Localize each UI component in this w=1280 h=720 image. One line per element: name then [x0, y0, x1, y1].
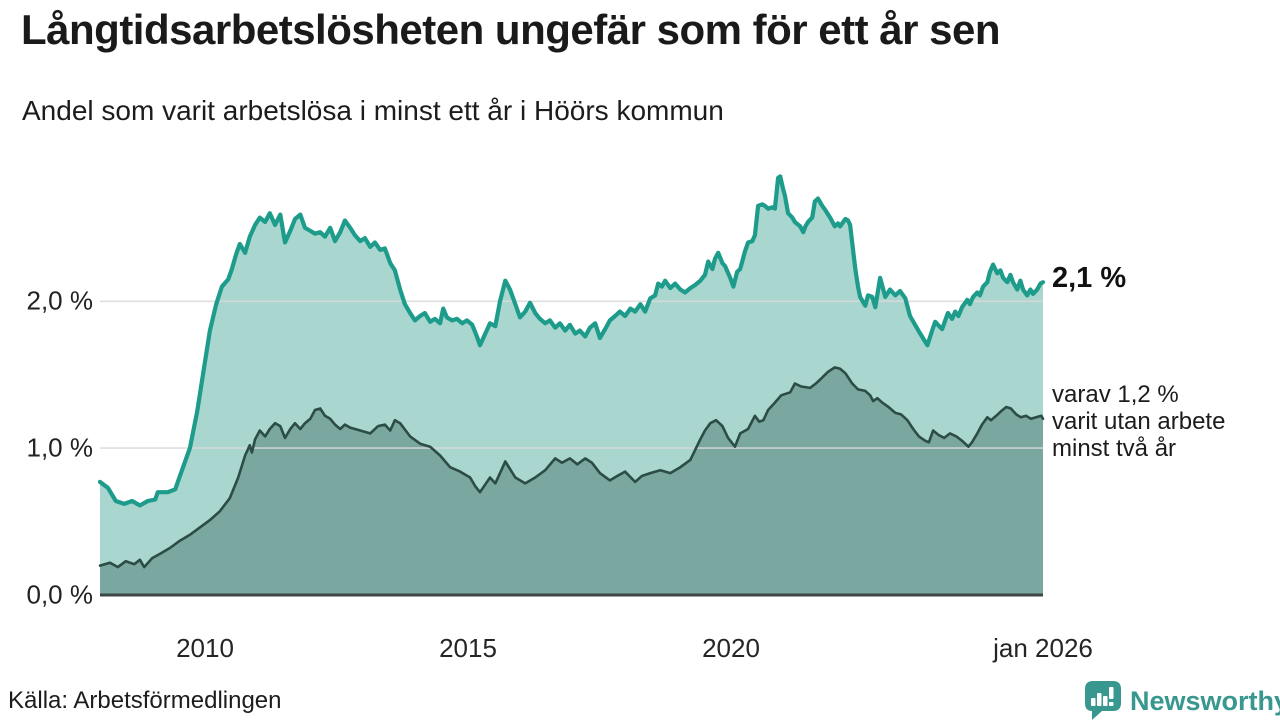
y-tick-label: 2,0 %	[26, 285, 94, 316]
latest-value-label: 2,1 %	[1052, 262, 1127, 294]
two-year-annotation-line: varit utan arbete	[1052, 408, 1226, 435]
newsworthy-branding: Newsworthy	[1084, 680, 1280, 720]
two-year-line	[98, 366, 1045, 569]
two-year-annotation-line: varav 1,2 %	[1052, 381, 1179, 408]
total-line	[97, 174, 1046, 508]
page-subtitle: Andel som varit arbetslösa i minst ett å…	[22, 95, 724, 126]
two-year-area-fill	[100, 367, 1043, 595]
x-tick-label: jan 2026	[993, 633, 1093, 663]
source-credit: Källa: Arbetsförmedlingen	[8, 687, 282, 714]
two-year-annotation-line: minst två år	[1052, 435, 1177, 462]
y-tick-label: 1,0 %	[26, 432, 94, 463]
y-tick-label: 0,0 %	[26, 579, 94, 610]
x-tick-label: 2015	[439, 633, 497, 663]
x-tick-label: 2010	[176, 633, 234, 663]
page-title: Långtidsarbetslösheten ungefär som för e…	[21, 6, 1001, 53]
two-year-annotation: varav 1,2 % varit utan arbete minst två …	[1052, 381, 1225, 462]
newsworthy-logo-icon	[1084, 680, 1122, 720]
newsworthy-wordmark: Newsworthy	[1130, 685, 1280, 716]
x-tick-label: 2020	[702, 633, 760, 663]
